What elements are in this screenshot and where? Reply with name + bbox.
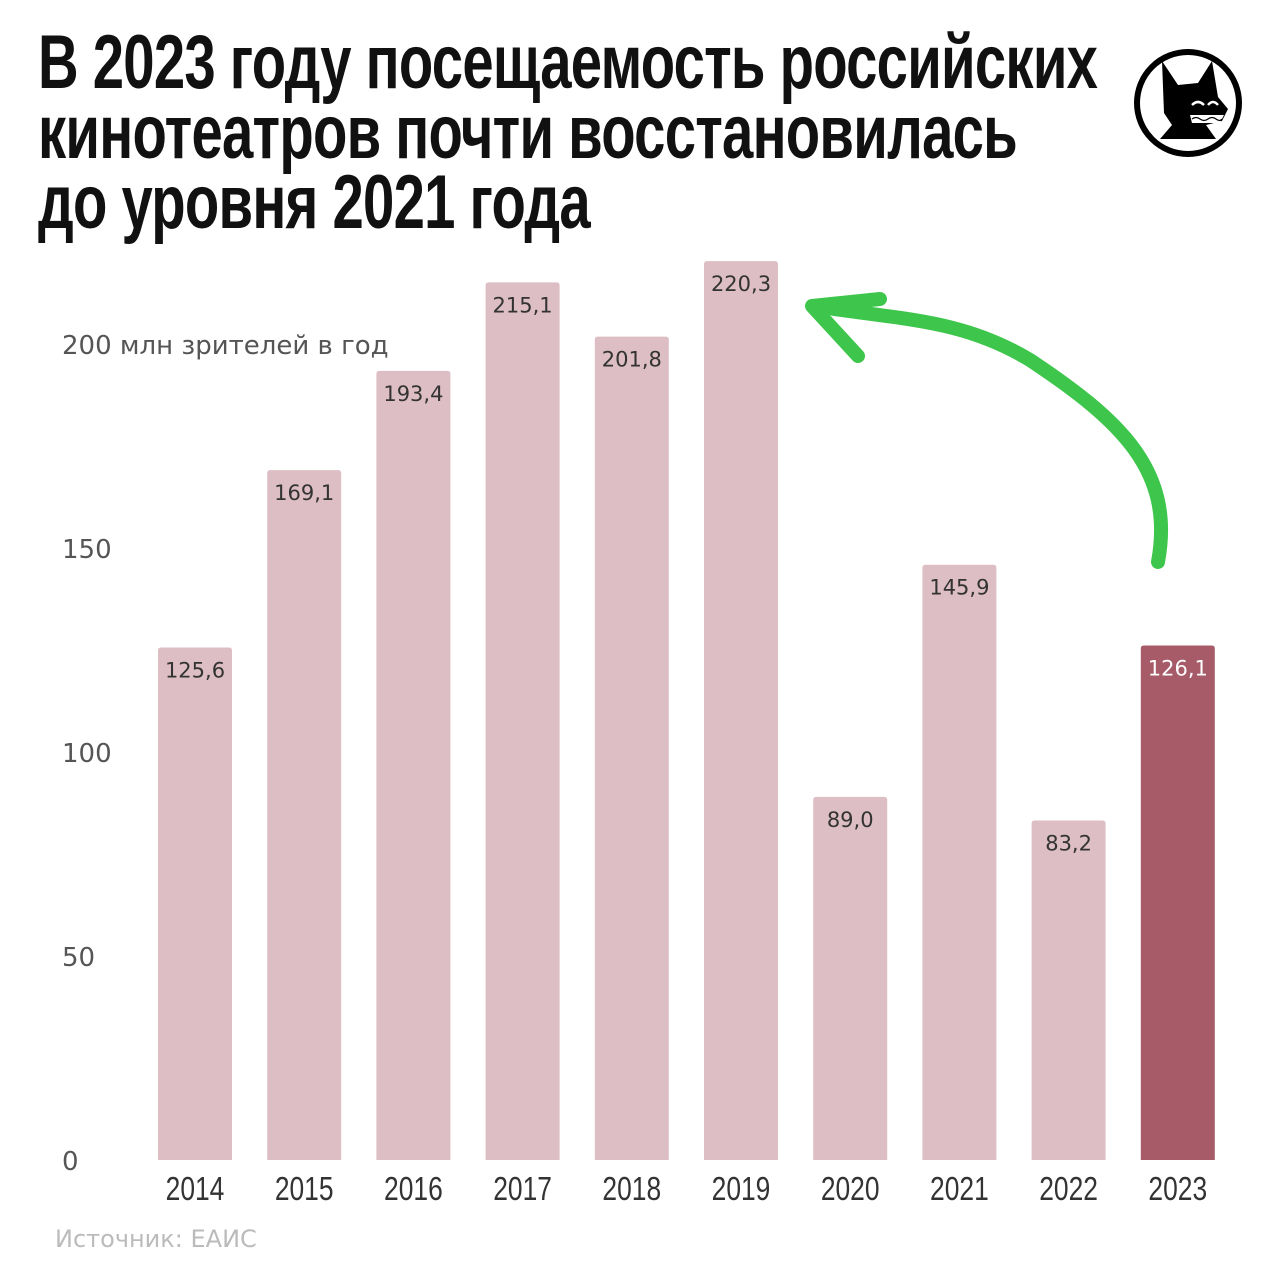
annotation-arrow (808, 299, 1169, 569)
bar (922, 564, 997, 1160)
fox-logo-icon (1134, 49, 1242, 157)
title-line: до уровня 2021 года (38, 160, 591, 245)
bar-value-label: 125,6 (165, 659, 225, 683)
y-tick-label: 50 (62, 943, 95, 973)
y-tick-label: 0 (62, 1147, 79, 1177)
bar (813, 796, 888, 1160)
source-note: Источник: ЕАИС (55, 1225, 257, 1253)
bar-value-label: 201,8 (602, 348, 662, 372)
bar (704, 261, 778, 1160)
title-line: кинотеатров почти восстановилась (38, 90, 1018, 175)
bar-value-label: 169,1 (274, 481, 334, 505)
bar (376, 370, 451, 1161)
bar (1031, 820, 1106, 1160)
bar-value-label: 220,3 (711, 272, 771, 296)
x-tick-label: 2019 (712, 1171, 771, 1207)
x-tick-label: 2021 (930, 1171, 989, 1207)
arrow-head-icon (805, 292, 887, 363)
x-tick-label: 2014 (166, 1171, 225, 1207)
title-line: В 2023 году посещаемость российских (38, 20, 1098, 105)
bar (594, 336, 669, 1160)
chart-title: В 2023 году посещаемость российских кино… (38, 20, 1148, 245)
y-tick-label: 100 (62, 739, 112, 769)
bar (158, 647, 232, 1160)
x-tick-label: 2018 (602, 1171, 661, 1207)
bar-value-label: 215,1 (493, 293, 553, 317)
x-tick-label: 2016 (384, 1171, 443, 1207)
x-tick-label: 2015 (275, 1171, 334, 1207)
bar-value-label: 83,2 (1045, 832, 1092, 856)
bar-value-label: 89,0 (827, 808, 874, 832)
bar-value-label: 145,9 (929, 576, 989, 600)
y-tick-label: 200 млн зрителей в год (62, 331, 389, 361)
bar-value-label: 193,4 (383, 382, 443, 406)
x-tick-label: 2023 (1148, 1171, 1207, 1207)
bar-value-label: 126,1 (1148, 657, 1208, 681)
x-tick-label: 2022 (1039, 1171, 1098, 1207)
x-tick-label: 2017 (493, 1171, 552, 1207)
bar (1140, 645, 1215, 1160)
bar (267, 470, 342, 1160)
x-tick-label: 2020 (821, 1171, 880, 1207)
y-tick-label: 150 (62, 535, 112, 565)
bar (485, 282, 560, 1161)
